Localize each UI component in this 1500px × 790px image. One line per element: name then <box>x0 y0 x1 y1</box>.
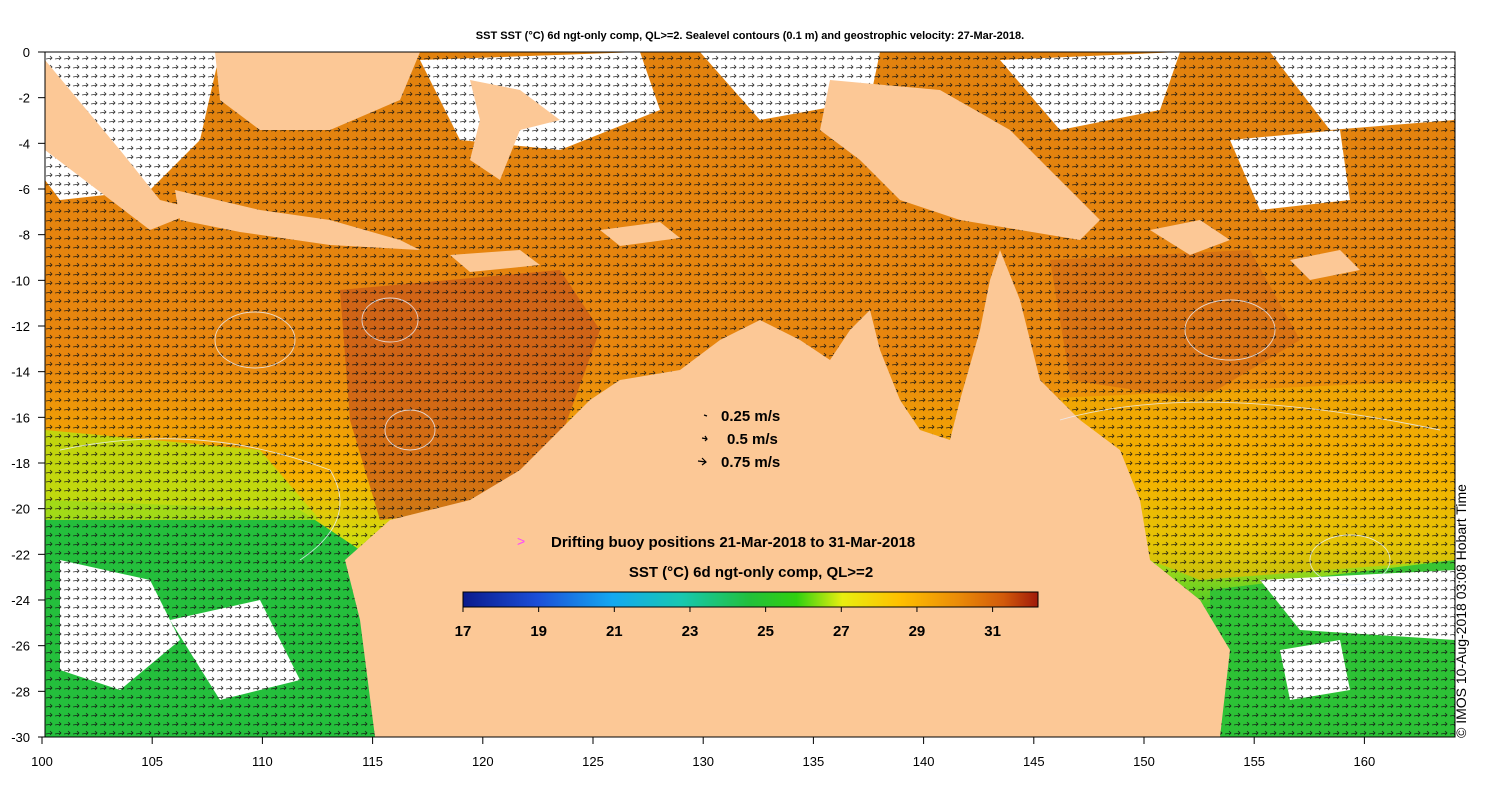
lat-tick-label: -2 <box>18 91 30 106</box>
colorbar: SST (°C) 6d ngt-only comp, QL>=2 17 19 21 2… <box>455 564 1039 640</box>
velocity-arrow-0.25 <box>703 414 708 417</box>
lat-tick-label: -4 <box>18 136 30 151</box>
lon-tick-label: 120 <box>472 754 494 769</box>
lon-tick-label: 150 <box>1133 754 1155 769</box>
buoy-marker-icon: > <box>517 533 525 549</box>
java <box>175 190 420 250</box>
sulawesi <box>470 80 560 180</box>
lat-tick-label: -28 <box>11 684 30 699</box>
buoy-legend: > Drifting buoy positions 21-Mar-2018 to… <box>517 533 915 551</box>
longitude-axis: 100 105 110 115 120 125 130 135 140 145 150 155 160 <box>31 737 1375 769</box>
lat-tick-label: 0 <box>23 45 30 60</box>
latitude-axis: 0 -2 -4 -6 -8 -10 -12 -14 -16 -18 -20 -22 -24 -26 -28 -… <box>11 45 45 745</box>
lon-tick-label: 110 <box>252 754 273 769</box>
velocity-arrow-0.75 <box>697 457 707 466</box>
velocity-arrow-0.5 <box>701 435 708 442</box>
lat-tick-label: -12 <box>11 319 30 334</box>
lon-tick-label: 115 <box>362 754 383 769</box>
lon-tick-label: 155 <box>1243 754 1265 769</box>
lon-tick-label: 125 <box>582 754 604 769</box>
colorbar-tick-label: 31 <box>984 623 1001 640</box>
buoy-legend-label: Drifting buoy positions 21-Mar-2018 to 3… <box>551 534 915 551</box>
velocity-label-0.25: 0.25 m/s <box>721 408 780 425</box>
lat-tick-label: -8 <box>18 228 30 243</box>
lat-tick-label: -30 <box>11 730 30 745</box>
sealevel-contours <box>59 297 1441 586</box>
colorbar-tick-label: 23 <box>682 623 699 640</box>
colorbar-ticks: 17 19 21 23 25 27 29 31 <box>455 607 1001 640</box>
lat-tick-label: -6 <box>18 182 30 197</box>
lat-tick-label: -24 <box>11 593 30 608</box>
credit-text-vertical: © IMOS 10-Aug-2018 03:08 Hobart Time <box>1453 484 1469 738</box>
colorbar-title: SST (°C) 6d ngt-only comp, QL>=2 <box>629 564 873 581</box>
borneo <box>215 52 420 130</box>
lat-tick-label: -16 <box>11 410 30 425</box>
colorbar-tick-label: 25 <box>757 623 774 640</box>
colorbar-tick-label: 19 <box>530 623 547 640</box>
lon-tick-label: 130 <box>692 754 714 769</box>
lat-tick-label: -10 <box>11 273 30 288</box>
land <box>45 52 1360 737</box>
lon-tick-label: 160 <box>1354 754 1376 769</box>
lat-tick-label: -14 <box>11 365 30 380</box>
colorbar-gradient <box>462 591 1039 608</box>
new-guinea <box>820 80 1100 240</box>
credit-text: © IMOS 10-Aug-2018 03:08 Hobart Time <box>1453 484 1469 738</box>
lat-tick-label: -26 <box>11 639 30 654</box>
plot-frame <box>44 51 1456 738</box>
velocity-label-0.5: 0.5 m/s <box>727 431 778 448</box>
colorbar-tick-label: 21 <box>606 623 623 640</box>
colorbar-tick-label: 17 <box>455 623 472 640</box>
map-title: SST SST (°C) 6d ngt-only comp, QL>=2. Se… <box>475 30 1025 42</box>
lat-tick-label: -22 <box>11 547 30 562</box>
australia <box>345 250 1230 737</box>
lon-tick-label: 145 <box>1023 754 1045 769</box>
colorbar-tick-label: 29 <box>909 623 926 640</box>
lat-tick-label: -20 <box>11 502 30 517</box>
lat-tick-label: -18 <box>11 456 30 471</box>
lon-tick-label: 135 <box>803 754 825 769</box>
velocity-label-0.75: 0.75 m/s <box>721 454 780 471</box>
colorbar-tick-label: 27 <box>833 623 850 640</box>
map-plot-area <box>45 52 1455 737</box>
lon-tick-label: 100 <box>31 754 53 769</box>
velocity-legend: 0.25 m/s 0.5 m/s 0.75 m/s <box>697 408 780 471</box>
lon-tick-label: 140 <box>913 754 935 769</box>
lon-tick-label: 105 <box>141 754 163 769</box>
